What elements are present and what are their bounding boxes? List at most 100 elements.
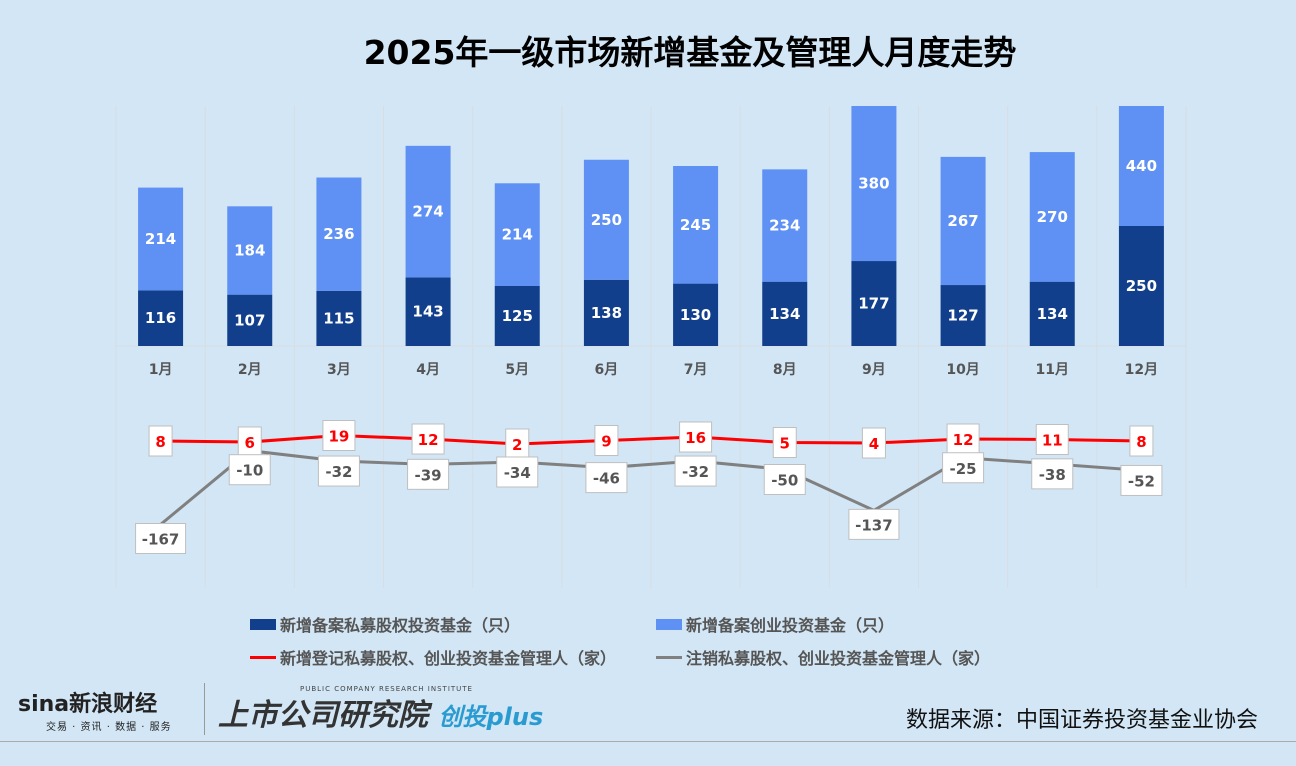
legend-item-pe-funds: 新增备案私募股权投资基金（只） [250,612,520,636]
bar-vc [583,159,629,280]
bar-value-label: 214 [145,230,176,248]
data-label-box [594,425,619,456]
bar-pe [851,261,897,346]
bar-value-label: 134 [1037,305,1068,323]
bar-value-label: 250 [1126,277,1157,295]
bar-value-label: 138 [591,304,622,322]
x-tick-label: 4月 [416,362,440,378]
bar-vc [1118,106,1164,226]
bar-value-label: 115 [323,309,354,327]
line-value-label: -32 [682,463,709,481]
bar-value-label: 143 [412,303,443,321]
bar-pe [1118,226,1164,346]
line-value-label: -10 [236,462,263,480]
data-label-box [679,421,713,453]
x-tick-label: 9月 [862,362,886,378]
footer-divider [0,741,1296,742]
bar-value-label: 236 [323,225,354,243]
bar-value-label: 130 [680,306,711,324]
bar-pe [227,294,273,346]
line-value-label: -167 [142,530,180,548]
bar-vc [851,106,897,262]
data-label-box [674,455,717,487]
bar-vc [494,183,540,286]
legend-swatch [656,618,682,630]
logo-divider [204,683,205,735]
line-value-label: 8 [155,433,165,451]
bar-value-label: 245 [680,216,711,234]
line-value-label: 4 [869,435,879,453]
bar-value-label: 134 [769,305,800,323]
bar-vc [316,177,362,291]
bar-value-label: 214 [502,226,533,244]
chart-title: 2025年一级市场新增基金及管理人月度走势 [363,33,1017,72]
line-value-label: -34 [504,464,531,482]
x-tick-label: 10月 [946,362,979,378]
bar-value-label: 267 [947,212,978,230]
x-tick-label: 12月 [1125,362,1158,378]
bar-vc [138,187,184,291]
bar-value-label: 127 [947,307,978,325]
bar-value-label: 274 [412,203,443,221]
bar-pe [940,285,986,346]
bar-value-label: 380 [858,175,889,193]
data-label-box [148,425,173,457]
bar-value-label: 125 [502,307,533,325]
data-label-box [411,423,445,455]
data-label-box [861,427,886,459]
sina-logo-text: sina新浪财经 [18,692,158,717]
data-source: 数据来源：中国证券投资基金业协会 [905,708,1258,733]
data-label-box [317,455,360,487]
line-value-label: -46 [593,470,620,488]
bar-value-label: 270 [1037,208,1068,226]
data-label-box [763,464,806,495]
bar-pe [494,286,540,346]
data-label-box [496,456,539,488]
line-value-label: 9 [601,433,611,451]
data-label-box [772,427,797,458]
legend-item-vc-funds: 新增备案创业投资基金（只） [656,612,894,636]
line-value-label: 19 [328,428,349,446]
line-value-label: -32 [325,463,352,481]
line-value-label: 16 [685,429,706,447]
bar-pe [138,290,184,346]
bar-pe [673,283,719,346]
bar-pe [762,281,808,346]
line-value-label: -50 [771,472,798,490]
legend-label: 新增备案私募股权投资基金（只） [280,616,521,635]
institute-logo: 上市公司研究院 创投plus [218,690,543,734]
line-value-label: 6 [245,434,255,452]
data-label-box [407,458,450,490]
data-label-box [1129,425,1154,457]
x-tick-label: 8月 [773,362,797,378]
data-label-box [1120,464,1163,496]
bar-value-label: 107 [234,311,265,329]
bar-vc [940,156,986,286]
line-value-label: -52 [1128,472,1155,490]
line-value-label: -39 [415,466,442,484]
line-value-label: -38 [1039,466,1066,484]
bar-pe [1029,281,1075,346]
data-label-box [322,420,356,451]
x-tick-label: 3月 [327,362,351,378]
data-label-box [942,452,985,484]
plus-logo: 创投plus [438,703,544,731]
bar-vc [762,169,808,282]
line-value-label: -137 [855,516,893,534]
line-value-label: 5 [780,435,790,453]
line-value-label: -25 [950,460,977,478]
data-label-box [135,522,187,554]
x-tick-label: 11月 [1036,362,1069,378]
line-value-label: 2 [512,436,522,454]
bar-vc [1029,152,1075,282]
data-label-box [585,462,628,494]
x-tick-label: 2月 [238,362,262,378]
bar-pe [316,290,362,346]
x-tick-label: 6月 [595,362,619,378]
data-label-box [1035,424,1069,455]
legend-swatch [250,618,276,630]
combo-chart: 1162141月1071842月1152363月1432744月1252145月… [115,106,1187,588]
bar-vc [405,145,451,278]
sina-finance-logo: sina新浪财经 交易 · 资讯 · 数据 · 服务 [18,686,172,733]
legend-swatch [656,655,682,659]
